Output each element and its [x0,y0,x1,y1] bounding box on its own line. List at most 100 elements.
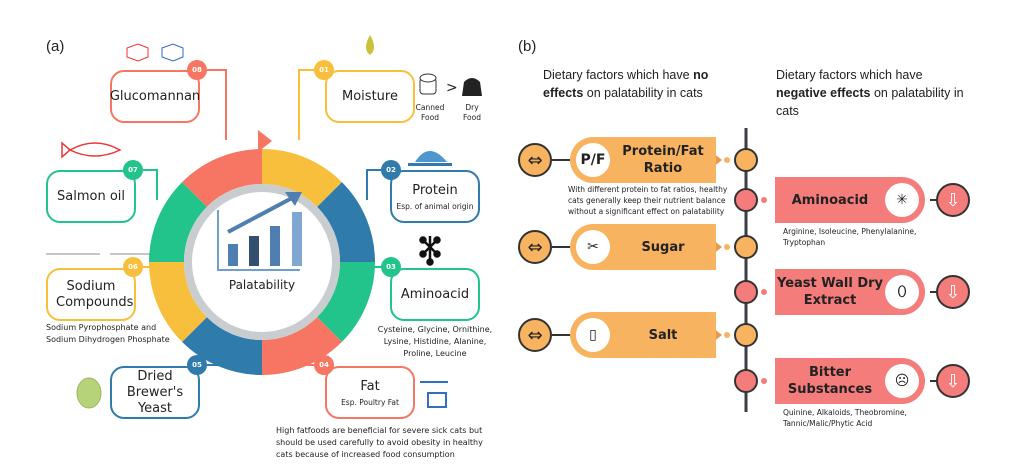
no-effect-salt: ▯ Salt [570,312,716,358]
factor-title: Moisture [342,88,398,104]
factor-title: Aminoacid [400,286,470,302]
factor-title: Fat [360,378,380,394]
canned-food-icon [419,73,437,95]
water-drop-icon [366,35,374,55]
protein-fat-note: With different protein to fat ratios, he… [568,185,728,216]
timeline-node [734,235,758,259]
banner-title: Sugar [641,239,685,255]
neutral-arrow-icon: ⇔ [518,318,552,352]
factor-subtitle: Esp. Poultry Fat [341,397,399,407]
badge-03: 03 [381,257,401,277]
yeast-cell-icon [76,377,102,409]
greater-than-symbol: > [446,80,458,96]
center-label: Palatability [228,278,296,292]
fat-note: High fatfoods are beneficial for severe … [276,426,483,459]
timeline-node [734,280,758,304]
ring-segment-03 [317,262,375,342]
timeline-node [734,369,758,393]
fish-icon [61,141,122,159]
factor-salmon-oil: Salmon oil [46,170,136,223]
banner-title: Bitter Substances [787,365,873,397]
neutral-arrow-icon: ⇔ [518,143,552,177]
factor-fat: Fat Esp. Poultry Fat [325,366,415,419]
ring-segment-02 [317,182,375,262]
factor-sodium-compounds: Sodium Compounds [46,268,136,321]
banner-title: Protein/Fat Ratio [622,144,704,176]
factor-title: Salmon oil [57,188,125,204]
badge-08: 08 [187,60,207,80]
ring-segment-01 [262,149,342,207]
no-effect-sugar: ✂ Sugar [570,224,716,270]
badge-06: 06 [123,257,143,277]
panel-a-label: (a) [46,38,65,55]
factor-title: Sodium Compounds [56,278,134,310]
palatability-wheel [46,35,482,409]
negative-aminoacid: Aminoacid ✳ [775,177,925,223]
down-arrow-icon: ⇩ [936,364,970,398]
negative-yeast-wall: Yeast Wall Dry Extract ⬯ [775,269,925,315]
pf-icon: P/F [576,143,610,177]
factor-glucomannan: Glucomannan [110,70,200,123]
header-text: on palatability in cats [776,86,964,118]
factor-aminoacid: Aminoacid [390,268,480,321]
header-text: on palatability in cats [583,86,703,100]
badge-02: 02 [381,160,401,180]
banner-title: Aminoacid [791,192,869,208]
butter-knife-icon [420,381,448,408]
bar-chart-icon [217,192,302,271]
sodium-note: Sodium Pyrophosphate and Sodium Dihydrog… [46,323,170,344]
badge-04: 04 [314,355,334,375]
salt-shaker-icon: ▯ [576,318,610,352]
timeline-node [734,188,758,212]
badge-01: 01 [314,60,334,80]
factor-title: Dried Brewer's Yeast [126,368,184,416]
badge-05: 05 [187,355,207,375]
molecule-icon [419,236,441,266]
dry-food-label: Dry Food [463,103,481,122]
header-bold: no effects [543,68,709,100]
banner-title: Salt [648,327,678,343]
ring-segment-08 [182,149,262,207]
connector-01 [298,69,314,140]
timeline-node [734,148,758,172]
negative-header: Dietary factors which have negative effe… [776,66,976,120]
connector-08 [207,69,227,140]
canned-food-label: Canned Food [415,103,445,122]
timeline-node [734,323,758,347]
header-text: Dietary factors which have [776,68,923,82]
neutral-arrow-icon: ⇔ [518,230,552,264]
molecule-icon: ✳ [885,183,919,217]
factor-title: Glucomannan [109,88,201,104]
down-arrow-icon: ⇩ [936,183,970,217]
factor-subtitle: Esp. of animal origin [396,201,474,211]
roast-chicken-icon [408,151,452,166]
factor-title: Protein [412,182,458,198]
no-effect-header: Dietary factors which have no effects on… [543,66,728,102]
banner-title: Yeast Wall Dry Extract [776,276,884,308]
connector-07 [143,169,158,200]
ring-arrow-icon [258,130,272,152]
aminoacid-negative-note: Arginine, Isoleucine, Phenylalanine, Try… [783,227,917,247]
ring-segment-05 [182,317,262,375]
dry-food-icon [462,78,482,96]
header-text: Dietary factors which have [543,68,694,82]
no-effect-protein-fat-ratio: P/F Protein/Fat Ratio [570,137,716,183]
candy-icon: ✂ [576,230,610,264]
header-bold: negative effects [776,86,871,100]
factor-dried-brewers-yeast: Dried Brewer's Yeast [110,366,200,419]
factor-protein: Protein Esp. of animal origin [390,170,480,223]
connector-02 [366,169,381,200]
ring-segment-04 [262,317,342,375]
panel-b-label: (b) [518,38,537,55]
bitter-note: Quinine, Alkaloids, Theobromine, Tannic/… [783,408,907,428]
aminoacid-note: Cysteine, Glycine, Ornithine, Lysine, Hi… [377,325,493,358]
down-arrow-icon: ⇩ [936,275,970,309]
ring-segment-06 [149,262,207,342]
factor-moisture: Moisture [325,70,415,123]
ring-segment-07 [149,182,207,262]
yeast-cell-icon: ⬯ [885,275,919,309]
disgusted-cat-icon: ☹ [885,364,919,398]
badge-07: 07 [123,160,143,180]
glucomannan-structure-icon [126,43,184,62]
negative-bitter-substances: Bitter Substances ☹ [775,358,925,404]
